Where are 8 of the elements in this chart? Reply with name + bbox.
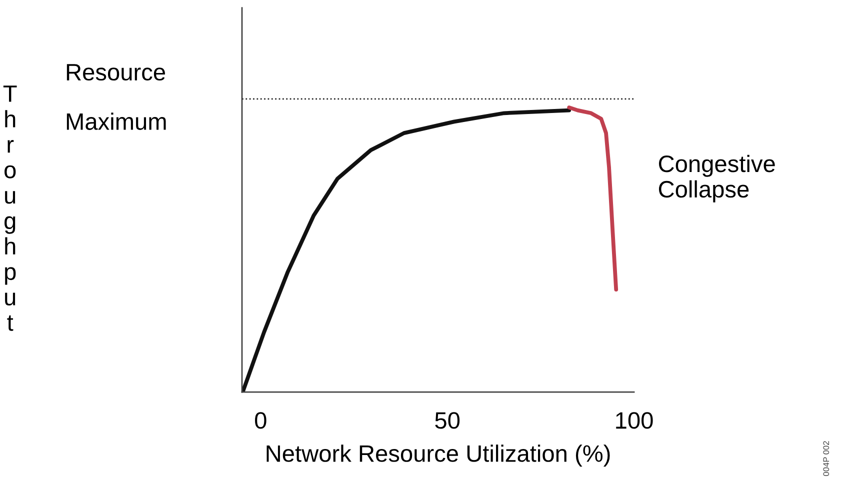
text: Throughput bbox=[3, 86, 17, 331]
x-tick-label: 0 bbox=[255, 412, 266, 429]
x-tick-label: 50 bbox=[435, 412, 460, 429]
annotation: Congestive Collapse bbox=[658, 154, 775, 202]
x-tick-label: 100 bbox=[616, 412, 653, 429]
text: 004P 002 bbox=[823, 441, 830, 476]
text: Resource Maximum bbox=[66, 64, 166, 130]
x-axis-title: Network Resource Utilization (%) bbox=[266, 444, 610, 467]
